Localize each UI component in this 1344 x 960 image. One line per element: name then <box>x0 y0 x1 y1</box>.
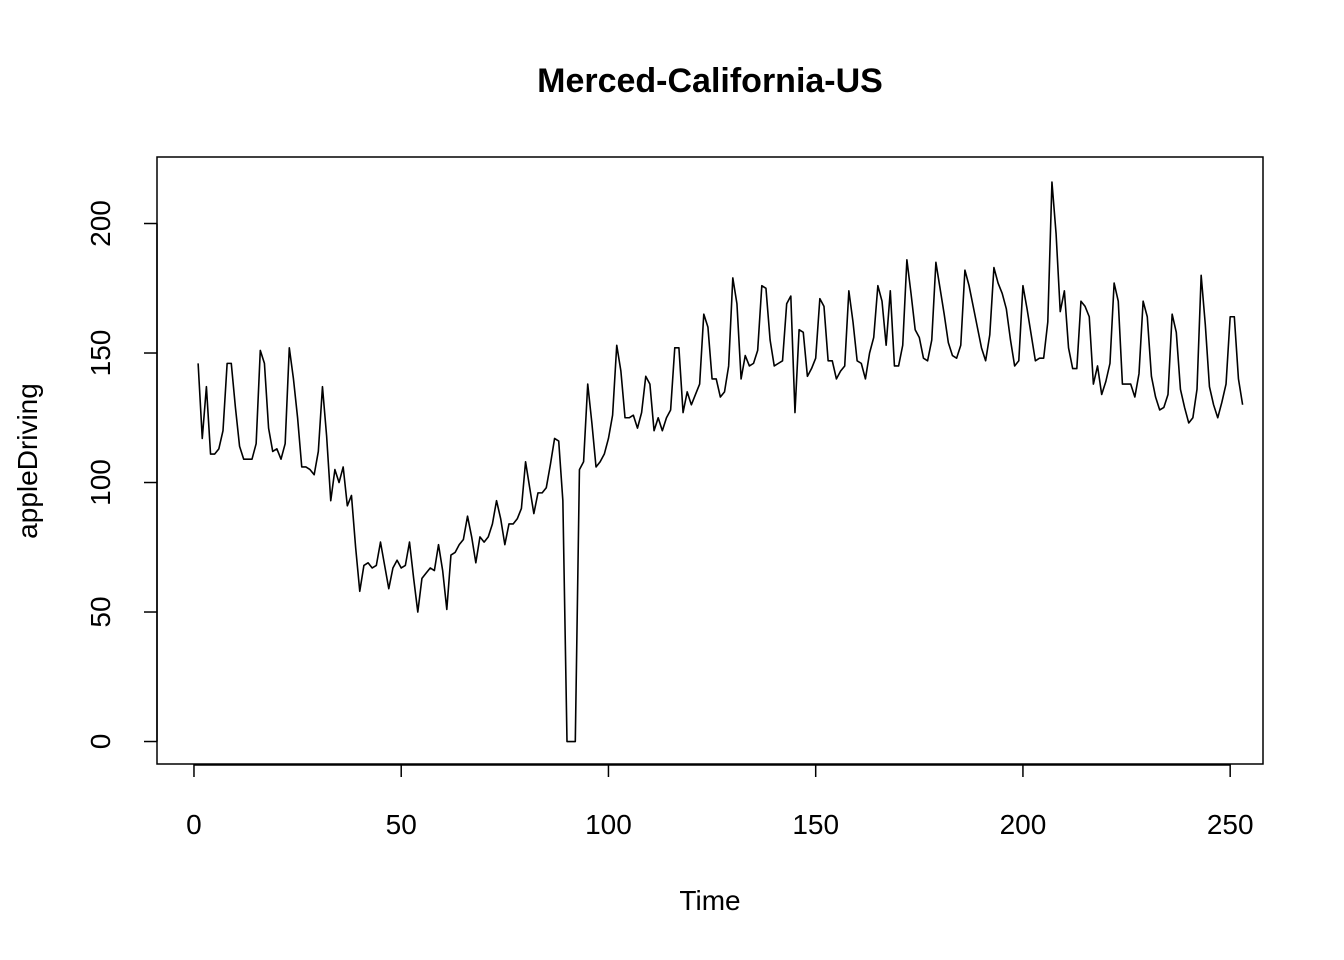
x-tick-label: 200 <box>1000 809 1047 840</box>
x-axis-label: Time <box>679 885 740 916</box>
y-tick-label: 100 <box>85 459 116 506</box>
x-tick-label: 100 <box>585 809 632 840</box>
y-tick-label: 200 <box>85 200 116 247</box>
plot-frame <box>156 156 1264 765</box>
x-tick-label: 250 <box>1207 809 1254 840</box>
series-line-appleDriving <box>197 181 1244 743</box>
chart-title: Merced-California-US <box>537 62 883 100</box>
y-axis-label: appleDriving <box>12 383 43 539</box>
x-tick-label: 150 <box>792 809 839 840</box>
y-tick-label: 0 <box>85 734 116 750</box>
y-tick-label: 50 <box>85 596 116 627</box>
y-axis: 0 50 100 150 200 <box>85 200 158 750</box>
x-tick-label: 0 <box>186 809 202 840</box>
x-tick-label: 50 <box>386 809 417 840</box>
y-tick-label: 150 <box>85 330 116 377</box>
data-points <box>198 182 1243 741</box>
x-axis: 0 50 100 150 200 250 <box>186 764 1254 840</box>
